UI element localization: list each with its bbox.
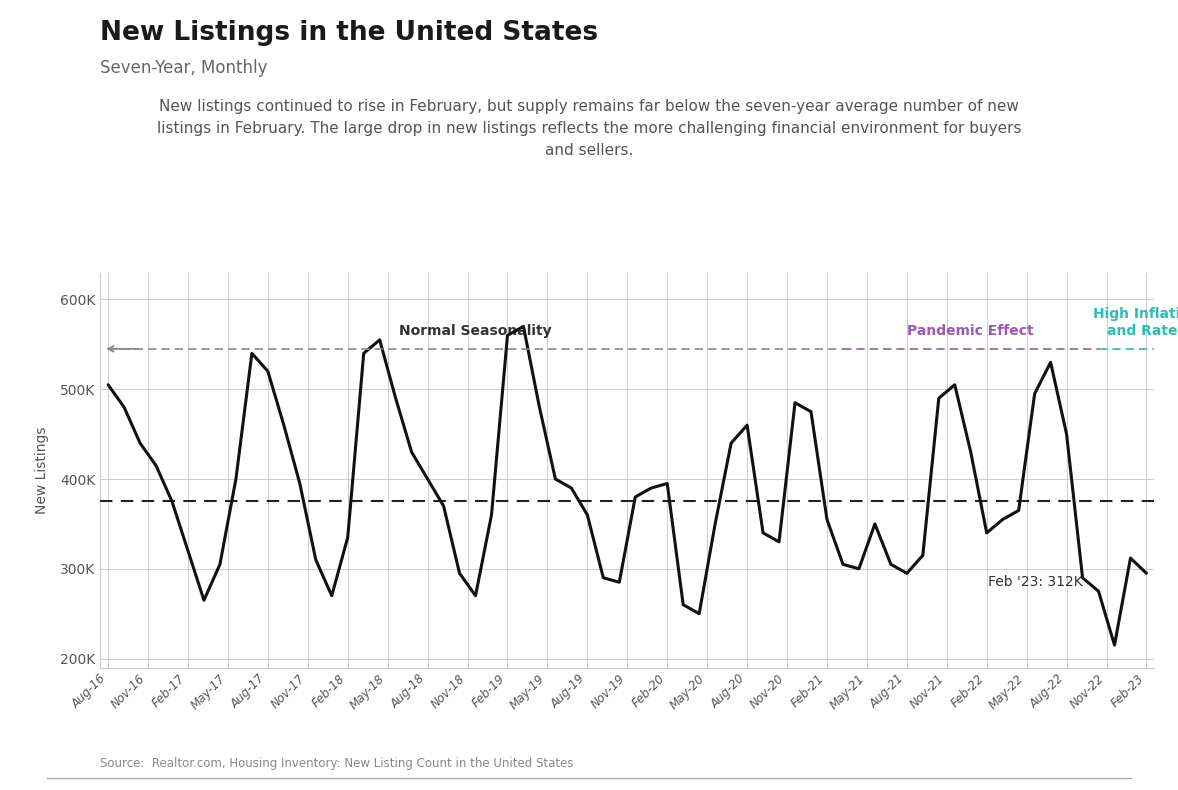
Text: New listings continued to rise in February, but supply remains far below the sev: New listings continued to rise in Februa… — [157, 99, 1021, 158]
Y-axis label: New Listings: New Listings — [35, 427, 48, 514]
Text: Feb '23: 312K: Feb '23: 312K — [988, 575, 1083, 589]
Text: Seven-Year, Monthly: Seven-Year, Monthly — [100, 59, 267, 77]
Text: New Listings in the United States: New Listings in the United States — [100, 20, 598, 46]
Text: Pandemic Effect: Pandemic Effect — [907, 324, 1034, 338]
Text: High Inflation
and Rates: High Inflation and Rates — [1093, 307, 1178, 338]
Text: Normal Seasonality: Normal Seasonality — [399, 324, 551, 338]
Text: Source:  Realtor.com, Housing Inventory: New Listing Count in the United States: Source: Realtor.com, Housing Inventory: … — [100, 758, 574, 770]
